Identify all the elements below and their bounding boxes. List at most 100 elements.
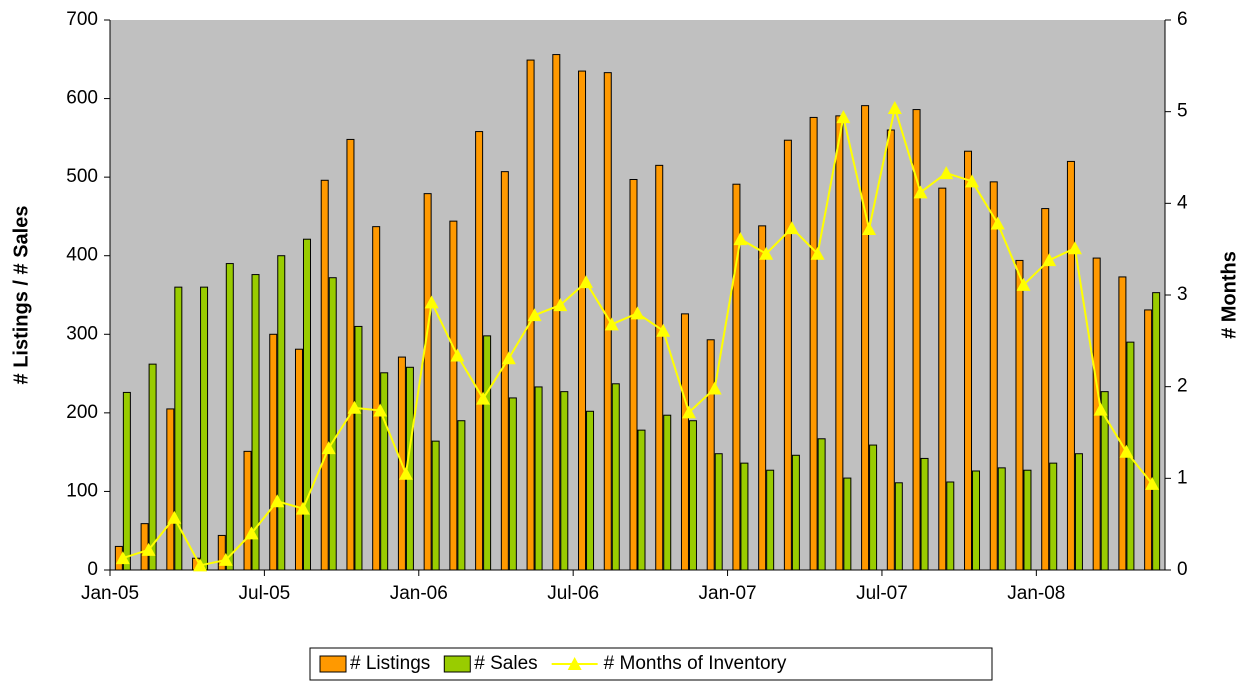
y2-tick-label: 1 — [1177, 467, 1188, 488]
legend-swatch — [319, 655, 347, 673]
bar — [457, 420, 466, 571]
bar — [328, 277, 337, 571]
marker — [630, 306, 645, 320]
marker — [501, 351, 516, 365]
bar — [1041, 208, 1050, 571]
marker — [1016, 277, 1031, 291]
x-tick-label: Jan-05 — [81, 583, 139, 604]
bar — [938, 187, 947, 571]
marker — [476, 391, 491, 405]
marker — [141, 542, 156, 556]
y2-tick-label: 4 — [1177, 192, 1188, 213]
bar — [449, 220, 458, 571]
x-tick-label: Jan-07 — [699, 583, 757, 604]
marker — [424, 295, 439, 309]
bar — [174, 286, 183, 571]
bar — [243, 450, 252, 571]
bar — [380, 372, 389, 571]
marker — [115, 551, 130, 565]
marker — [579, 275, 594, 289]
x-tick-label: Jul-05 — [239, 583, 291, 604]
marker — [862, 222, 877, 235]
y-tick-label: 100 — [66, 480, 98, 501]
bar — [637, 429, 646, 571]
bar — [302, 238, 311, 571]
bar — [166, 408, 175, 571]
bar — [552, 54, 561, 571]
bar — [920, 457, 929, 571]
bar — [912, 109, 921, 571]
y2-tick-label: 6 — [1177, 9, 1188, 30]
marker — [450, 348, 465, 362]
y-tick-label: 300 — [66, 323, 98, 344]
bar — [534, 386, 543, 571]
marker — [193, 558, 208, 572]
bar — [680, 313, 689, 571]
y-tick-label: 400 — [66, 245, 98, 266]
marker — [887, 101, 902, 114]
bar — [225, 263, 234, 571]
bar — [1118, 276, 1127, 571]
bar — [475, 131, 484, 571]
marker — [810, 246, 825, 260]
marker — [965, 174, 980, 188]
bar — [217, 534, 226, 571]
bar — [508, 397, 517, 571]
bar — [655, 164, 664, 571]
bar — [791, 454, 800, 571]
y2-tick-label: 5 — [1177, 101, 1188, 122]
marker — [244, 526, 259, 540]
bar — [1074, 453, 1083, 571]
bar — [294, 348, 303, 571]
y-axis-title: # Listings / # Sales — [10, 206, 32, 385]
marker — [604, 317, 619, 331]
bar — [740, 462, 749, 571]
bar — [277, 255, 286, 571]
bar — [886, 129, 895, 571]
bar — [869, 444, 878, 571]
marker — [784, 221, 799, 235]
bar — [200, 286, 209, 571]
bar — [269, 333, 278, 571]
marker — [321, 441, 336, 455]
bar — [320, 179, 329, 571]
bar — [629, 179, 638, 571]
marker — [759, 246, 774, 260]
marker — [373, 403, 388, 417]
bar — [946, 481, 955, 571]
bar — [1015, 259, 1024, 571]
legend-label: # Months of Inventory — [604, 653, 787, 674]
bar — [251, 274, 260, 571]
bar — [1144, 309, 1153, 571]
bar — [148, 363, 157, 571]
bar — [809, 116, 818, 571]
bar — [835, 115, 844, 571]
bar — [346, 138, 355, 571]
marker — [1093, 402, 1108, 416]
bar — [843, 477, 852, 571]
legend — [309, 647, 993, 681]
bar — [783, 139, 792, 571]
bar — [1049, 462, 1058, 571]
y2-axis-title: # Months — [1218, 251, 1240, 339]
bar — [586, 410, 595, 571]
marker — [295, 501, 310, 515]
x-tick-label: Jul-06 — [547, 583, 599, 604]
bar — [964, 150, 973, 571]
marker — [733, 232, 748, 246]
bar — [354, 325, 363, 571]
bar — [894, 482, 903, 571]
y2-tick-label: 0 — [1177, 559, 1188, 580]
marker — [1119, 444, 1134, 458]
bar — [423, 193, 432, 571]
marker — [990, 216, 1005, 230]
marker — [707, 381, 722, 395]
bar — [1023, 469, 1032, 571]
bar — [372, 226, 381, 571]
bar — [122, 391, 131, 571]
bar — [431, 440, 440, 571]
legend-swatch — [443, 655, 471, 673]
marker — [218, 552, 233, 566]
